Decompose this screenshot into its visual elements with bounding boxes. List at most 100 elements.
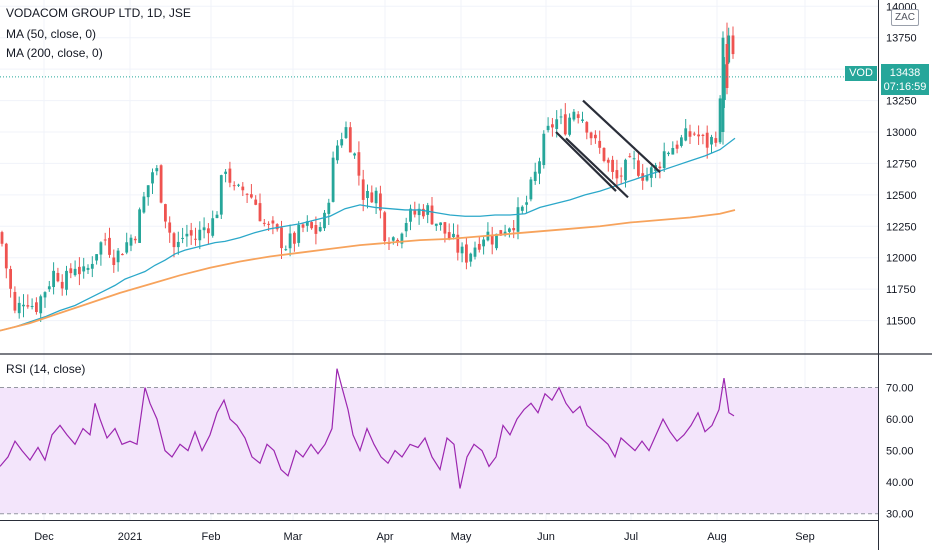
candle-body xyxy=(718,98,722,143)
candle-body xyxy=(721,37,725,132)
candle-body xyxy=(409,208,412,222)
candle-body xyxy=(357,152,361,176)
time-tick-label: Apr xyxy=(376,531,393,543)
candle-body xyxy=(164,204,167,222)
candle-body xyxy=(99,242,103,255)
candle-body xyxy=(413,210,417,215)
candle-body xyxy=(559,116,563,118)
candle-body xyxy=(39,296,43,314)
candle-body xyxy=(589,132,593,139)
candle-body xyxy=(379,193,382,211)
time-tick-label: Aug xyxy=(707,531,727,543)
candle-body xyxy=(151,172,154,184)
candle-body xyxy=(533,171,537,182)
candle-body xyxy=(426,205,430,215)
last-price-value: 13438 xyxy=(889,67,921,79)
candle-body xyxy=(516,207,520,232)
candle-body xyxy=(112,257,116,266)
candle-body xyxy=(662,151,666,169)
candle-body xyxy=(456,234,460,253)
rsi-tick-label: 30.00 xyxy=(886,509,914,521)
price-tick-label: 12000 xyxy=(886,253,917,265)
candle-body xyxy=(714,138,718,143)
candle-body xyxy=(469,253,473,262)
price-tick-label: 11750 xyxy=(886,284,916,296)
candle-body xyxy=(725,44,729,88)
time-tick-label: Dec xyxy=(34,531,54,543)
candle-body xyxy=(13,291,17,311)
candle-body xyxy=(443,222,447,234)
candle-body xyxy=(619,175,623,177)
currency-badge[interactable]: ZAC xyxy=(891,9,919,26)
candle-body xyxy=(374,190,378,204)
candle-body xyxy=(551,124,554,128)
candle-body xyxy=(594,134,597,139)
candle-body xyxy=(215,214,219,219)
rsi-line xyxy=(0,368,735,489)
candle-body xyxy=(606,159,610,163)
candle-body xyxy=(35,302,38,312)
candle-body xyxy=(202,227,206,231)
candle-body xyxy=(82,266,86,272)
price-tick-label: 13750 xyxy=(886,33,917,45)
candle-body xyxy=(434,223,438,226)
candle-body xyxy=(581,119,584,121)
time-tick-label: Sep xyxy=(795,531,815,543)
candle-body xyxy=(159,165,163,203)
candle-body xyxy=(185,233,189,237)
candle-body xyxy=(658,166,662,169)
candle-body xyxy=(142,196,146,213)
candle-body xyxy=(361,179,365,200)
candle-body xyxy=(624,159,627,181)
candle-body xyxy=(546,125,550,131)
candle-body xyxy=(0,232,4,244)
candle-body xyxy=(723,64,726,100)
candle-body xyxy=(224,171,227,174)
candle-body xyxy=(133,238,137,241)
candle-body xyxy=(108,237,111,255)
time-tick-label: May xyxy=(451,531,472,543)
candle-body xyxy=(731,35,735,55)
candle-body xyxy=(598,140,602,148)
time-tick-label: Jun xyxy=(537,531,555,543)
price-tick-label: 11500 xyxy=(886,316,916,328)
candle-body xyxy=(271,220,275,224)
candle-body xyxy=(138,209,141,243)
candle-body xyxy=(688,131,692,137)
candle-body xyxy=(314,225,318,234)
rsi-legend: RSI (14, close) xyxy=(6,362,86,376)
candle-body xyxy=(219,175,223,215)
candle-body xyxy=(60,281,64,289)
ma50-line xyxy=(0,137,736,332)
candle-body xyxy=(348,127,352,153)
candle-body xyxy=(69,268,73,274)
candle-body xyxy=(241,186,245,191)
candle-body xyxy=(460,246,464,254)
candle-body xyxy=(155,168,159,172)
candle-body xyxy=(318,227,322,232)
candle-body xyxy=(430,205,434,225)
candle-body xyxy=(250,194,253,198)
candle-body xyxy=(572,111,576,120)
candle-body xyxy=(680,137,683,146)
candle-body xyxy=(305,221,309,226)
candle-body xyxy=(293,232,296,244)
candle-body xyxy=(555,119,559,129)
price-tick-label: 12750 xyxy=(886,158,917,170)
candle-body xyxy=(125,242,129,253)
symbol-badge: VOD xyxy=(845,66,877,81)
candle-body xyxy=(310,222,313,229)
candle-body xyxy=(280,227,283,249)
rsi-tick-label: 60.00 xyxy=(886,414,914,426)
candle-body xyxy=(370,192,374,203)
candle-body xyxy=(602,147,606,161)
candle-body xyxy=(490,235,494,245)
candle-body xyxy=(512,227,516,231)
rsi-tick-label: 50.00 xyxy=(886,446,914,458)
candle-body xyxy=(90,263,94,269)
candle-body xyxy=(495,233,498,249)
rsi-pane xyxy=(0,368,878,515)
candle-body xyxy=(30,305,34,307)
candle-body xyxy=(245,193,249,195)
